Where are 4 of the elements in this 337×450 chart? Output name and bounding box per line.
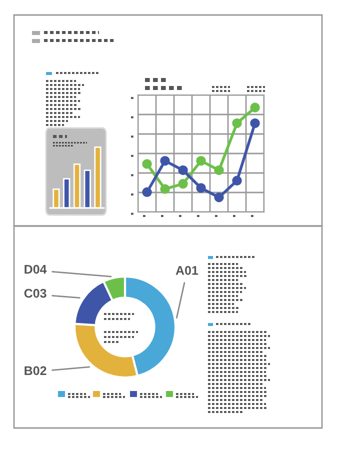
slice-label: A01 — [176, 266, 198, 275]
slice-label: C03 — [24, 288, 46, 298]
slice-label: D04 — [24, 264, 47, 274]
slice-label: B02 — [24, 366, 46, 376]
